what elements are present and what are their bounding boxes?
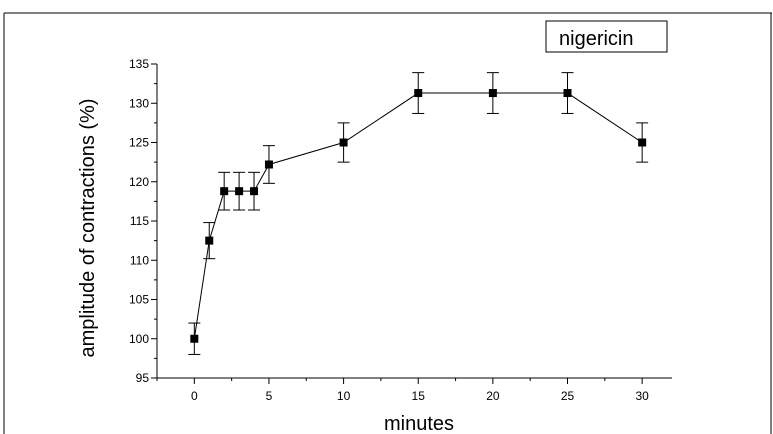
data-point [250, 187, 259, 196]
data-point [264, 160, 273, 169]
x-ticks: 0 5 10 15 20 25 30 [156, 378, 649, 403]
y-tick-label: 105 [129, 293, 149, 307]
x-tick-label: 10 [337, 389, 351, 403]
x-tick-label: 20 [486, 389, 500, 403]
y-tick-label: 95 [136, 371, 150, 385]
data-point [488, 89, 497, 98]
y-tick-label: 110 [130, 253, 149, 267]
y-tick-label: 120 [129, 175, 149, 189]
y-tick-label: 125 [129, 136, 149, 150]
y-ticks: 95 100 105 110 115 120 125 130 135 [129, 57, 157, 385]
data-point [563, 89, 572, 98]
data-point [220, 187, 229, 196]
data-point [190, 334, 199, 343]
y-tick-label: 135 [129, 57, 149, 71]
data-point [235, 187, 244, 196]
y-tick-label: 100 [129, 332, 149, 346]
data-point [414, 89, 423, 98]
y-tick-label: 115 [130, 214, 149, 228]
x-tick-label: 25 [561, 389, 575, 403]
data-point [339, 138, 348, 147]
legend: nigericin [545, 20, 668, 53]
series-layer [188, 72, 649, 355]
x-tick-label: 15 [412, 389, 426, 403]
x-tick-label: 5 [266, 389, 273, 403]
legend-box [545, 20, 668, 53]
series-line [193, 92, 643, 339]
x-tick-label: 0 [191, 389, 198, 403]
y-tick-label: 130 [129, 96, 149, 110]
x-tick-label: 30 [635, 389, 649, 403]
legend-label: nigericin [559, 28, 633, 50]
data-point [638, 138, 647, 147]
x-axis-label: minutes [384, 413, 454, 434]
data-point [205, 236, 214, 245]
y-axis-label: amplitude of contractions (%) [77, 98, 99, 357]
